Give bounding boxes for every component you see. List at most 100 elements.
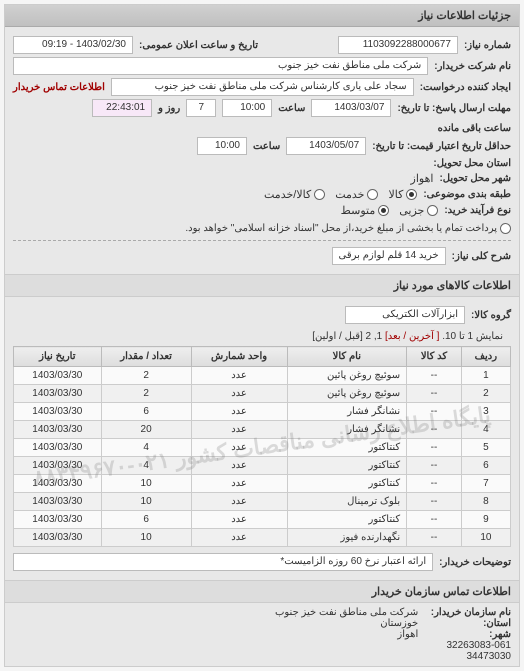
table-cell: 1403/03/30 [14, 421, 102, 439]
time-remaining: 22:43:01 [92, 99, 152, 117]
footer-province: خوزستان [380, 618, 418, 629]
table-cell: عدد [191, 421, 287, 439]
time-label-1: ساعت [278, 103, 305, 114]
proc-note-check[interactable]: پرداخت تمام یا بخشی از مبلغ خرید،از محل … [185, 223, 511, 234]
table-cell: عدد [191, 511, 287, 529]
need-details-panel: جزئیات اطلاعات نیاز شماره نیاز: 11030922… [4, 4, 520, 667]
city-value: اهواز [411, 172, 434, 185]
table-row[interactable]: 4--نشانگر فشارعدد201403/03/30 [14, 421, 511, 439]
table-cell: کنتاکتور [287, 457, 407, 475]
buyer-name-value: شرکت ملی مناطق نفت خیز جنوب [13, 57, 428, 75]
table-cell: -- [407, 457, 462, 475]
cat-opt-0[interactable]: کالا [388, 188, 417, 201]
table-cell: سوئیچ روغن پائین [287, 385, 407, 403]
panel-title: جزئیات اطلاعات نیاز [5, 5, 519, 27]
table-cell: 2 [101, 385, 191, 403]
valid-until-label: حداقل تاریخ اعتبار قیمت: تا تاریخ: [372, 141, 511, 152]
table-cell: نشانگر فشار [287, 403, 407, 421]
table-cell: 10 [101, 529, 191, 547]
table-cell: عدد [191, 475, 287, 493]
radio-icon [406, 189, 417, 200]
table-cell: 1403/03/30 [14, 403, 102, 421]
time-label-2: ساعت [253, 141, 280, 152]
cat-opt-1[interactable]: خدمت [335, 188, 378, 201]
pager-next[interactable]: / بعد] [385, 331, 406, 342]
need-no-label: شماره نیاز: [464, 40, 511, 51]
table-row[interactable]: 2--سوئیچ روغن پائینعدد21403/03/30 [14, 385, 511, 403]
table-cell: عدد [191, 493, 287, 511]
table-cell: عدد [191, 385, 287, 403]
table-cell: -- [407, 439, 462, 457]
table-cell: -- [407, 421, 462, 439]
radio-icon [314, 189, 325, 200]
table-cell: 1403/03/30 [14, 457, 102, 475]
table-cell: -- [407, 475, 462, 493]
table-row[interactable]: 1--سوئیچ روغن پائینعدد21403/03/30 [14, 367, 511, 385]
table-row[interactable]: 7--کنتاکتورعدد101403/03/30 [14, 475, 511, 493]
table-cell: 4 [461, 421, 510, 439]
group-label: گروه کالا: [471, 310, 511, 321]
valid-until-time: 10:00 [197, 137, 247, 155]
table-cell: 2 [461, 385, 510, 403]
table-cell: -- [407, 529, 462, 547]
table-cell: سوئیچ روغن پائین [287, 367, 407, 385]
table-cell: نگهدارنده فیوز [287, 529, 407, 547]
table-header: واحد شمارش [191, 347, 287, 367]
footer-city-label: شهر: [421, 629, 511, 640]
desc-label: توضیحات خریدار: [439, 557, 511, 568]
table-cell: 1403/03/30 [14, 475, 102, 493]
summary-value: خرید 14 قلم لوازم برقی [332, 247, 446, 265]
table-cell: 1403/03/30 [14, 511, 102, 529]
valid-until-date: 1403/05/07 [286, 137, 366, 155]
table-cell: 10 [461, 529, 510, 547]
need-no-value: 1103092288000677 [338, 36, 458, 54]
table-header: تاریخ نیاز [14, 347, 102, 367]
category-label: طبقه بندی موضوعی: [423, 189, 511, 200]
process-type-label: نوع فرآیند خرید: [444, 205, 511, 216]
proc-opt-1[interactable]: متوسط [341, 204, 390, 217]
table-cell: 1403/03/30 [14, 367, 102, 385]
footer-code: 34473030 [467, 651, 512, 662]
city-label: شهر محل تحویل: [439, 173, 511, 184]
table-header: نام کالا [287, 347, 407, 367]
footer-phone: 32263083-061 [446, 640, 511, 651]
table-header: کد کالا [407, 347, 462, 367]
buyer-name-label: نام شرکت خریدار: [434, 61, 511, 72]
desc-value: ارائه اعتبار نرخ 60 روزه الزامیست* [13, 553, 433, 571]
goods-table: ردیفکد کالانام کالاواحد شمارشتعداد / مقد… [13, 346, 511, 547]
table-row[interactable]: 6--کنتاکتورعدد41403/03/30 [14, 457, 511, 475]
requester-value: سجاد علی یاری کارشناس شرکت ملی مناطق نفت… [111, 78, 414, 96]
table-cell: 6 [101, 511, 191, 529]
footer-title: اطلاعات تماس سازمان خریدار [5, 580, 519, 603]
summary-label: شرح کلی نیاز: [452, 251, 511, 262]
goods-section-title: اطلاعات کالاهای مورد نیاز [5, 274, 519, 297]
table-cell: 2 [101, 367, 191, 385]
table-row[interactable]: 3--نشانگر فشارعدد61403/03/30 [14, 403, 511, 421]
category-radio-group: کالا خدمت کالا/خدمت [264, 188, 417, 201]
table-row[interactable]: 9--کنتاکتورعدد61403/03/30 [14, 511, 511, 529]
table-cell: کنتاکتور [287, 439, 407, 457]
table-cell: 4 [101, 457, 191, 475]
table-cell: 1403/03/30 [14, 493, 102, 511]
table-cell: عدد [191, 457, 287, 475]
table-cell: 6 [461, 457, 510, 475]
table-cell: بلوک ترمینال [287, 493, 407, 511]
proc-opt-0[interactable]: جزیی [399, 204, 438, 217]
org-value: شرکت ملی مناطق نفت خیز جنوب [275, 607, 418, 618]
cat-opt-2[interactable]: کالا/خدمت [264, 188, 325, 201]
pager-last[interactable]: [ آخرین [409, 331, 439, 342]
days-remaining: 7 [186, 99, 216, 117]
table-row[interactable]: 10--نگهدارنده فیوزعدد101403/03/30 [14, 529, 511, 547]
table-cell: عدد [191, 529, 287, 547]
table-cell: نشانگر فشار [287, 421, 407, 439]
days-label: روز و [158, 103, 180, 114]
contact-link[interactable]: اطلاعات تماس خریدار [13, 82, 105, 93]
table-cell: -- [407, 385, 462, 403]
table-row[interactable]: 8--بلوک ترمینالعدد101403/03/30 [14, 493, 511, 511]
table-cell: 10 [101, 493, 191, 511]
table-cell: 10 [101, 475, 191, 493]
table-row[interactable]: 5--کنتاکتورعدد41403/03/30 [14, 439, 511, 457]
table-cell: 1403/03/30 [14, 529, 102, 547]
deadline-send-time: 10:00 [222, 99, 272, 117]
table-cell: 9 [461, 511, 510, 529]
